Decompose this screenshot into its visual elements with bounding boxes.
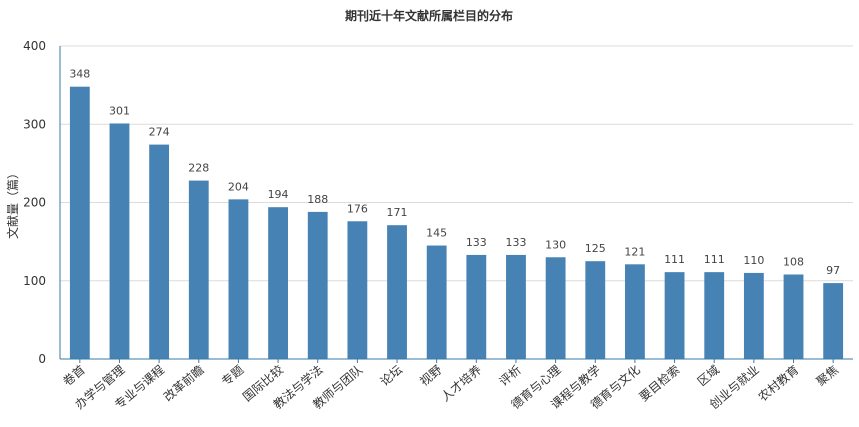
data-label: 176 [347,202,368,215]
y-tick-label: 100 [23,274,46,288]
bar [347,221,368,359]
data-label: 111 [664,253,685,266]
y-axis-label: 文献量（篇） [5,167,20,239]
y-tick-label: 0 [38,352,46,366]
bar [228,199,249,359]
x-tick-label: 聚焦 [814,363,841,389]
data-label: 133 [466,236,487,249]
bar [188,180,209,359]
x-tick-label: 专题 [218,362,246,389]
data-label: 121 [624,245,645,258]
data-label: 228 [188,162,209,175]
y-tick-label: 200 [23,196,46,210]
bar [506,254,526,359]
chart-title: 期刊近十年文献所属栏目的分布 [345,8,513,23]
data-label: 348 [69,68,90,81]
bar [149,144,170,359]
x-tick-label: 卷首 [60,362,88,389]
data-label: 171 [387,206,408,219]
data-label: 97 [826,264,840,277]
data-label: 125 [585,242,606,255]
data-label: 130 [545,238,566,251]
data-label: 188 [307,193,328,206]
bar [664,272,685,359]
bar [783,274,804,359]
data-label: 133 [505,236,526,249]
bar [268,207,288,359]
x-tick-label: 改革前瞻 [160,362,206,404]
x-tick-label: 要目检索 [636,362,682,404]
x-tick-label: 视野 [417,362,445,389]
data-label: 194 [268,188,289,201]
bar [426,245,447,359]
data-label: 301 [109,104,130,117]
bar [823,283,844,359]
y-axis-ticks: 0 100 200 300 400 [23,39,46,366]
data-labels: 348 301 274 228 204 194 188 176 171 145 133 133 130 1… [69,68,840,277]
bar [387,225,407,359]
bar [625,264,645,359]
data-label: 274 [149,126,170,139]
data-label: 108 [783,255,804,268]
data-label: 111 [704,253,725,266]
x-tick-label: 区域 [695,363,722,389]
bar [585,261,606,359]
x-tick-label: 人才培养 [438,362,484,404]
data-label: 145 [426,227,447,240]
x-tick-label: 论坛 [378,363,405,389]
bar [704,272,725,359]
x-tick-label: 农村教育 [755,362,801,404]
gridlines [60,45,853,282]
bar [545,257,566,359]
data-label: 110 [743,254,764,267]
data-label: 204 [228,180,249,193]
bars [69,86,844,359]
y-tick-label: 300 [23,117,46,131]
bar [69,86,90,359]
y-tick-label: 400 [23,39,46,53]
x-tick-label: 评析 [497,363,524,389]
bar [109,123,130,359]
bar [743,272,764,359]
bar [307,211,328,359]
bar [466,254,487,359]
